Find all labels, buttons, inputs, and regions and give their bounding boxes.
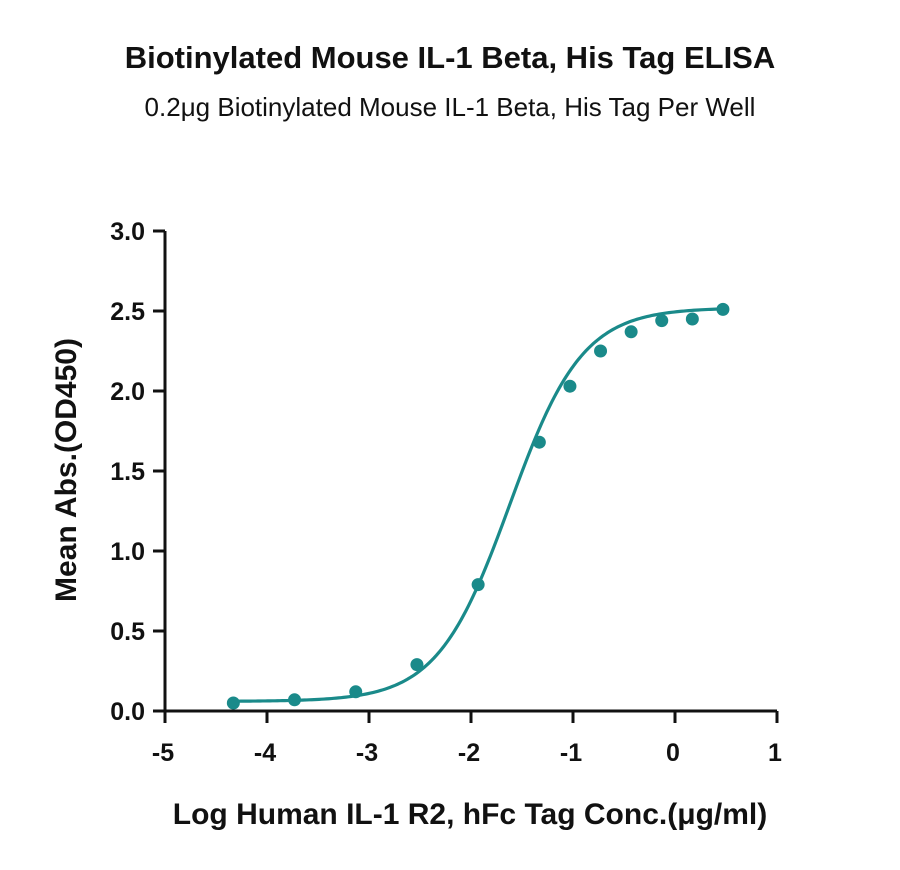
y-tick-label: 2.5 — [110, 298, 145, 326]
x-tick-label: 0 — [666, 739, 680, 767]
data-points — [226, 302, 730, 710]
data-point — [349, 685, 363, 699]
x-tick-label: -4 — [254, 739, 276, 767]
y-tick-label: 0.0 — [110, 698, 145, 726]
axes: 0.0 0.5 1.0 1.5 2.0 2.5 3.0 -5 -4 -3 -2 -1 0 1 — [110, 218, 782, 767]
x-tick-label: 1 — [768, 739, 782, 767]
x-tick-label: -1 — [560, 739, 582, 767]
data-point — [655, 314, 669, 328]
chart-title: Biotinylated Mouse IL-1 Beta, His Tag EL… — [124, 40, 776, 75]
y-tick-label: 1.5 — [110, 458, 145, 486]
data-point — [594, 344, 608, 358]
x-tick-label: -5 — [152, 739, 174, 767]
y-tick-label: 0.5 — [110, 618, 145, 646]
x-tick-label: -3 — [356, 739, 378, 767]
y-tick-label: 3.0 — [110, 218, 145, 246]
data-point — [563, 379, 577, 393]
y-tick-label: 1.0 — [110, 538, 145, 566]
chart-subtitle: 0.2μg Biotinylated Mouse IL-1 Beta, His … — [144, 92, 756, 122]
data-point — [410, 658, 424, 672]
x-tick-label: -2 — [458, 739, 480, 767]
data-point — [226, 696, 240, 710]
x-axis-label: Log Human IL-1 R2, hFc Tag Conc.(μg/ml) — [173, 798, 767, 831]
data-point — [288, 693, 302, 707]
fit-curve — [233, 307, 723, 703]
data-point — [716, 302, 730, 316]
data-point — [624, 325, 638, 339]
data-point — [532, 435, 546, 449]
y-tick-label: 2.0 — [110, 378, 145, 406]
y-axis-label: Mean Abs.(OD450) — [50, 338, 83, 602]
data-point — [471, 578, 485, 592]
data-point — [685, 312, 699, 326]
